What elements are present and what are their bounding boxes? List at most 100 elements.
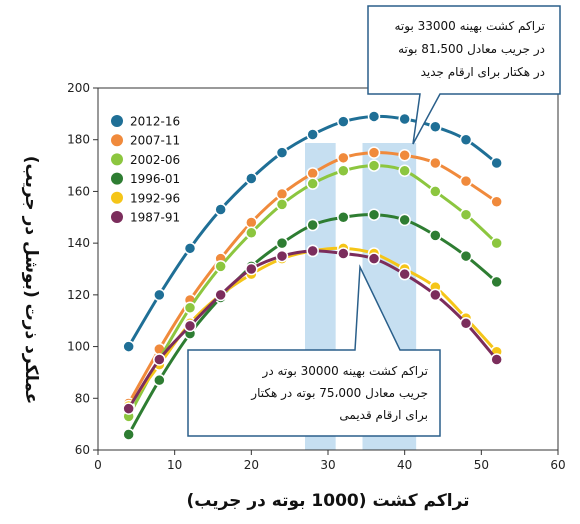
data-point [367,159,381,172]
legend-swatch [111,153,123,166]
y-tick-label: 200 [67,81,90,95]
data-point [306,244,319,258]
y-tick-label: 100 [67,340,90,354]
legend-swatch [111,115,123,127]
data-point [275,146,289,159]
data-point [183,242,197,255]
y-tick-label: 160 [67,184,90,198]
data-point [459,174,473,188]
callout-new-line-3: در هکتار برای ارقام جدید [421,65,545,80]
data-point [306,177,319,190]
legend-label: 1992-96 [130,191,180,205]
legend-swatch [111,191,123,204]
series-lines [122,110,503,441]
x-tick-label: 60 [550,458,565,472]
legend-swatch [111,134,123,147]
data-point [459,317,473,330]
data-point [183,319,197,333]
y-tick-label: 120 [67,288,90,302]
data-point [337,211,350,224]
data-point [398,164,411,177]
data-point [459,208,473,221]
callout-old-line-1: تراکم کشت بهینه 30000 بوته در [262,364,428,379]
data-point [337,151,350,165]
data-point [245,216,258,229]
data-point [337,164,350,177]
y-tick-label: 180 [67,133,90,147]
data-point [398,213,411,227]
y-axis-label: عملکرد ذرت (بوشل در جریب) [21,156,41,405]
legend-swatch [111,172,123,185]
data-point [245,172,258,185]
data-point [459,133,473,146]
x-tick-label: 10 [167,458,182,472]
data-point [306,128,319,141]
data-point [275,187,289,201]
data-point [429,229,442,242]
callout-old-line-3: برای ارقام قدیمی [339,408,428,423]
data-point [367,252,381,265]
data-point [245,262,258,276]
data-point [429,120,442,134]
data-point [275,236,289,250]
data-point [367,110,381,123]
data-point [490,236,503,250]
data-point [337,115,350,128]
legend-label: 1996-01 [130,172,180,186]
data-point [153,288,166,302]
data-point [429,288,442,302]
legend-label: 2007-11 [130,134,180,148]
legend: 2012-16 2007-11 2002-06 1996-01 1992-96 1987-… [111,115,180,225]
y-tick-label: 140 [67,236,90,250]
data-point [214,288,227,302]
legend-label: 2002-06 [130,153,180,167]
data-point [275,249,289,263]
data-point [429,156,442,170]
y-tick-label: 80 [75,391,90,405]
y-tick-label: 60 [75,443,90,457]
series-2012-16 [122,110,503,353]
data-point [214,203,227,216]
data-point [490,195,503,209]
data-point [490,156,503,170]
callout-new-line-1: تراکم کشت بهینه 33000 بوته [394,19,545,34]
callout-old-line-2: جریب معادل 75،000 بوته در هکتار [250,386,428,401]
data-point [153,353,166,366]
data-point [122,428,135,441]
data-point [122,402,135,415]
x-tick-label: 30 [320,458,335,472]
data-point [306,167,319,180]
data-point [122,340,135,353]
callout-new: تراکم کشت بهینه 33000 بوته در جریب معادل… [367,5,561,145]
x-axis-ticks: 0 10 20 30 40 50 60 [94,450,566,472]
x-tick-label: 50 [474,458,489,472]
x-tick-label: 20 [244,458,259,472]
data-point [459,249,473,263]
x-tick-label: 40 [397,458,412,472]
data-point [337,247,350,260]
data-point [490,353,503,366]
series-2002-06 [122,159,503,423]
series-1996-01 [122,208,503,441]
callout-old: تراکم کشت بهینه 30000 بوته در جریب معادل… [187,264,441,437]
data-point [306,218,319,232]
legend-label: 2012-16 [130,115,180,129]
x-axis-label: تراکم کشت (1000 بوته در جریب) [186,491,469,511]
x-tick-label: 0 [94,458,102,472]
data-point [183,301,197,315]
data-point [275,198,289,211]
data-point [398,148,411,162]
data-point [398,267,411,281]
data-point [367,208,381,221]
legend-swatch [111,211,123,223]
y-axis-ticks: 60 80 100 120 140 160 180 200 [67,81,98,457]
data-point [214,260,227,273]
series-1987-91 [122,244,503,415]
data-point [429,185,442,198]
data-point [398,112,411,126]
data-point [490,275,503,289]
data-point [153,373,166,387]
data-point [367,146,381,159]
data-point [245,226,258,240]
